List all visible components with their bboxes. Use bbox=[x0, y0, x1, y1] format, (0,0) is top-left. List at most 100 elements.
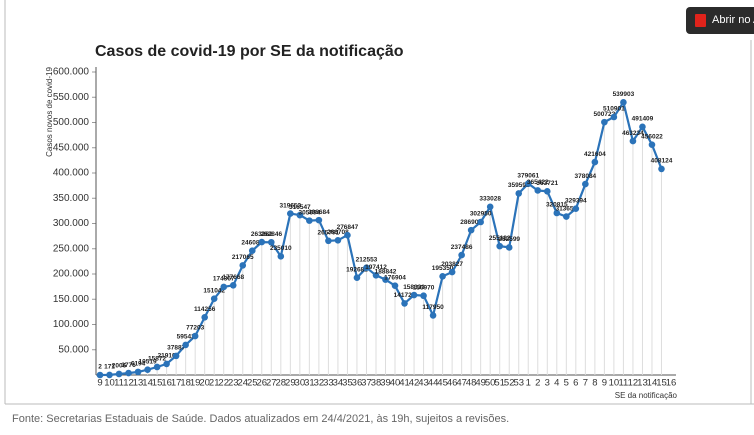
x-tick-label: 22 bbox=[218, 378, 229, 389]
x-tick-label: 15 bbox=[152, 378, 163, 389]
y-tick-label: 600.000 bbox=[53, 67, 90, 78]
x-tick-label: 2 bbox=[535, 378, 540, 389]
data-label: 203827 bbox=[441, 261, 463, 268]
data-point bbox=[620, 99, 627, 106]
data-label: 237486 bbox=[451, 244, 473, 251]
data-point bbox=[106, 371, 113, 379]
data-label: 302950 bbox=[470, 211, 492, 218]
data-label: 306684 bbox=[308, 209, 330, 216]
x-tick-label: 6 bbox=[573, 378, 578, 389]
data-label: 174367 bbox=[213, 276, 235, 283]
data-point bbox=[410, 291, 418, 299]
data-point bbox=[534, 187, 542, 194]
data-label: 114256 bbox=[194, 306, 216, 313]
data-label: 456022 bbox=[641, 133, 663, 140]
data-point bbox=[239, 262, 247, 269]
data-label: 171 bbox=[104, 364, 115, 371]
x-tick-label: 29 bbox=[285, 378, 296, 389]
data-point bbox=[382, 276, 389, 283]
data-point bbox=[648, 141, 656, 149]
x-tick-label: 20 bbox=[199, 378, 210, 389]
data-point bbox=[467, 226, 475, 234]
data-label: 276847 bbox=[337, 224, 359, 231]
data-point bbox=[353, 274, 361, 281]
open-in-adobe-button[interactable]: Abrir no A bbox=[686, 7, 754, 34]
data-label: 158331 bbox=[403, 284, 425, 291]
x-tick-label: 16 bbox=[161, 378, 172, 389]
data-label: 197412 bbox=[365, 264, 387, 271]
y-tick-label: 200.000 bbox=[53, 269, 90, 280]
data-label: 313659 bbox=[555, 205, 577, 212]
x-tick-label: 39 bbox=[380, 378, 391, 389]
x-tick-label: 15 bbox=[656, 378, 667, 389]
data-label: 255182 bbox=[489, 235, 511, 242]
data-point bbox=[363, 264, 370, 271]
data-point bbox=[344, 231, 351, 239]
x-tick-label: 3 bbox=[545, 378, 550, 389]
data-label: 117950 bbox=[422, 304, 444, 311]
data-label: 510901 bbox=[603, 106, 625, 113]
x-tick-label: 11 bbox=[618, 378, 628, 389]
data-point bbox=[429, 312, 437, 319]
data-point bbox=[201, 314, 208, 321]
data-label: 151042 bbox=[203, 287, 225, 294]
chart-title: Casos de covid-19 por SE da notificação bbox=[95, 43, 404, 60]
data-label: 320815 bbox=[546, 202, 568, 209]
data-label: 266708 bbox=[327, 229, 349, 236]
data-point bbox=[325, 237, 332, 245]
data-point bbox=[268, 238, 275, 246]
x-tick-label: 45 bbox=[437, 378, 448, 389]
data-point bbox=[248, 247, 256, 255]
data-point bbox=[496, 242, 504, 250]
data-point bbox=[163, 360, 170, 368]
data-label: 246088 bbox=[241, 239, 263, 246]
x-tick-label: 11 bbox=[114, 378, 124, 389]
data-point bbox=[601, 118, 608, 126]
data-point bbox=[391, 282, 399, 289]
y-tick-label: 300.000 bbox=[53, 218, 90, 229]
data-point bbox=[125, 369, 132, 377]
data-point bbox=[96, 371, 104, 379]
data-label: 539903 bbox=[613, 91, 635, 98]
data-label: 21910 bbox=[158, 353, 176, 360]
x-tick-label: 48 bbox=[466, 378, 477, 389]
data-point bbox=[553, 209, 561, 217]
x-tick-label: 21 bbox=[209, 378, 220, 389]
data-label: 235010 bbox=[270, 245, 292, 252]
data-point bbox=[582, 180, 589, 188]
y-tick-label: 100.000 bbox=[53, 319, 90, 330]
x-tick-label: 42 bbox=[409, 378, 420, 389]
data-point bbox=[296, 211, 304, 219]
y-tick-label: 450.000 bbox=[53, 142, 90, 153]
x-tick-label: 26 bbox=[256, 378, 267, 389]
x-tick-label: 10 bbox=[609, 378, 620, 389]
data-point bbox=[477, 218, 484, 226]
x-tick-label: 17 bbox=[171, 378, 182, 389]
x-tick-label: 35 bbox=[342, 378, 353, 389]
data-point bbox=[505, 244, 513, 251]
data-point bbox=[543, 188, 551, 195]
data-label: 263262 bbox=[251, 231, 273, 238]
x-tick-label: 9 bbox=[602, 378, 607, 389]
source-note: Fonte: Secretarias Estaduais de Saúde. D… bbox=[12, 413, 510, 425]
data-label: 77203 bbox=[186, 325, 204, 332]
x-tick-label: 46 bbox=[447, 378, 458, 389]
data-label: 408124 bbox=[651, 158, 673, 165]
data-point bbox=[229, 281, 237, 289]
data-point bbox=[306, 217, 313, 224]
y-tick-label: 500.000 bbox=[53, 117, 90, 128]
x-tick-label: 38 bbox=[371, 378, 382, 389]
data-point bbox=[439, 273, 446, 280]
data-point bbox=[591, 158, 599, 166]
x-tick-label: 28 bbox=[276, 378, 287, 389]
x-tick-label: 19 bbox=[190, 378, 201, 389]
x-tick-label: 10 bbox=[104, 378, 115, 389]
data-point bbox=[658, 165, 665, 173]
data-label: 262846 bbox=[260, 231, 282, 238]
x-tick-label: 4 bbox=[554, 378, 559, 389]
data-label: 188842 bbox=[375, 268, 397, 275]
x-tick-label: 16 bbox=[666, 378, 677, 389]
x-tick-label: 27 bbox=[266, 378, 277, 389]
